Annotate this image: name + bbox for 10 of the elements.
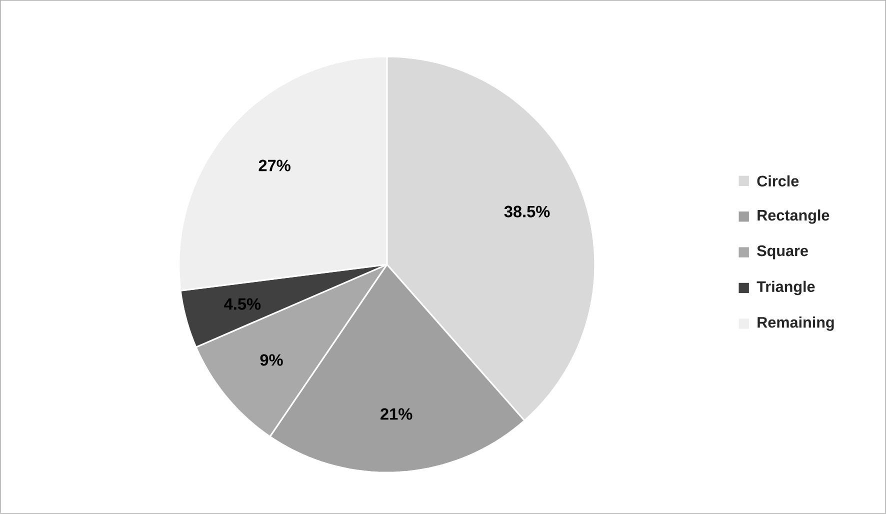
data-label: 4.5% (224, 298, 261, 310)
legend-label: Remaining (758, 316, 834, 331)
legend-label: Triangle (756, 280, 815, 296)
data-label: 27% (258, 160, 290, 172)
data-label: 21% (380, 408, 412, 420)
legend-label: Square (757, 245, 808, 260)
legend-label: Circle (757, 175, 799, 187)
legend-label: Rectangle (758, 210, 830, 224)
data-label: 38.5% (504, 206, 550, 218)
data-label: 9% (260, 354, 283, 366)
